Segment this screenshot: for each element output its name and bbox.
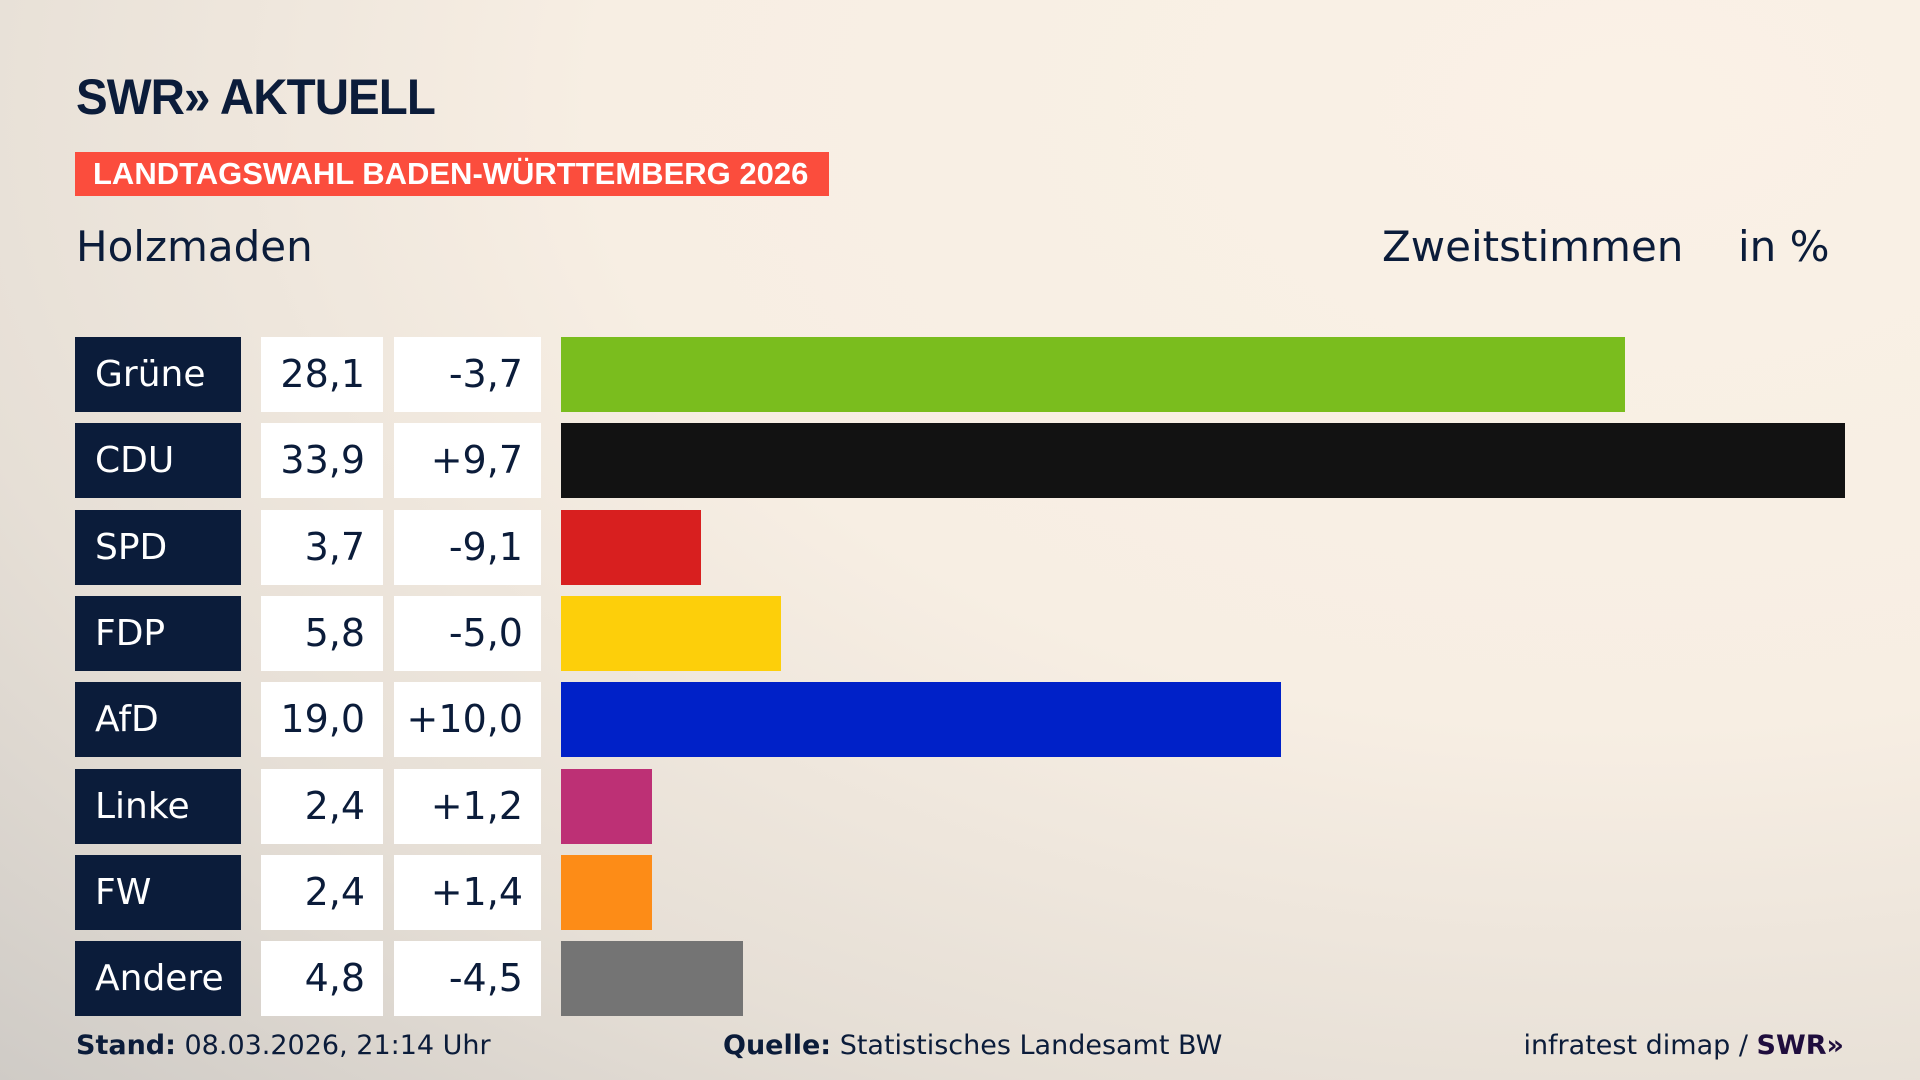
- party-change: -5,0: [394, 595, 541, 671]
- party-label: Andere: [75, 941, 241, 1017]
- party-label: CDU: [75, 423, 241, 499]
- party-label: SPD: [75, 509, 241, 585]
- source-label: Quelle:: [723, 1030, 832, 1061]
- party-bar: [561, 337, 1626, 412]
- party-change: +1,2: [394, 768, 541, 844]
- stand-value: 08.03.2026, 21:14 Uhr: [175, 1030, 491, 1061]
- vote-type: Zweitstimmen: [1382, 222, 1684, 271]
- election-banner: LANDTAGSWAHL BADEN-WÜRTTEMBERG 2026: [75, 152, 829, 196]
- party-value: 2,4: [261, 768, 383, 844]
- swr-small-logo: SWR»: [1756, 1030, 1844, 1061]
- swr-aktuell-logo: SWR» AKTUELL: [76, 69, 436, 125]
- party-change: -9,1: [394, 509, 541, 585]
- party-value: 28,1: [261, 337, 383, 412]
- party-bar: [561, 768, 652, 844]
- party-value: 4,8: [261, 941, 383, 1017]
- party-change: -3,7: [394, 337, 541, 412]
- party-bar: [561, 423, 1845, 499]
- party-value: 2,4: [261, 854, 383, 930]
- credit: infratest dimap / SWR»: [1523, 1030, 1844, 1061]
- party-change: -4,5: [394, 941, 541, 1017]
- party-bar: [561, 682, 1281, 758]
- party-bar: [561, 595, 781, 671]
- party-bar: [561, 941, 743, 1017]
- party-label: Grüne: [75, 337, 241, 412]
- party-bar: [561, 509, 702, 585]
- party-label: Linke: [75, 768, 241, 844]
- region-title: Holzmaden: [76, 222, 313, 271]
- stand-label: Stand:: [76, 1030, 176, 1061]
- party-value: 3,7: [261, 509, 383, 585]
- party-label: FW: [75, 854, 241, 930]
- source: Quelle: Statistisches Landesamt BW: [723, 1030, 1222, 1061]
- party-label: AfD: [75, 682, 241, 758]
- party-change: +9,7: [394, 423, 541, 499]
- unit-label: in %: [1738, 222, 1830, 271]
- source-value: Statistisches Landesamt BW: [831, 1030, 1223, 1061]
- party-value: 5,8: [261, 595, 383, 671]
- timestamp: Stand: 08.03.2026, 21:14 Uhr: [76, 1030, 491, 1061]
- party-value: 33,9: [261, 423, 383, 499]
- party-value: 19,0: [261, 682, 383, 758]
- party-label: FDP: [75, 595, 241, 671]
- credit-text: infratest dimap /: [1523, 1030, 1757, 1061]
- party-bar: [561, 854, 652, 930]
- party-change: +10,0: [394, 682, 541, 758]
- party-change: +1,4: [394, 854, 541, 930]
